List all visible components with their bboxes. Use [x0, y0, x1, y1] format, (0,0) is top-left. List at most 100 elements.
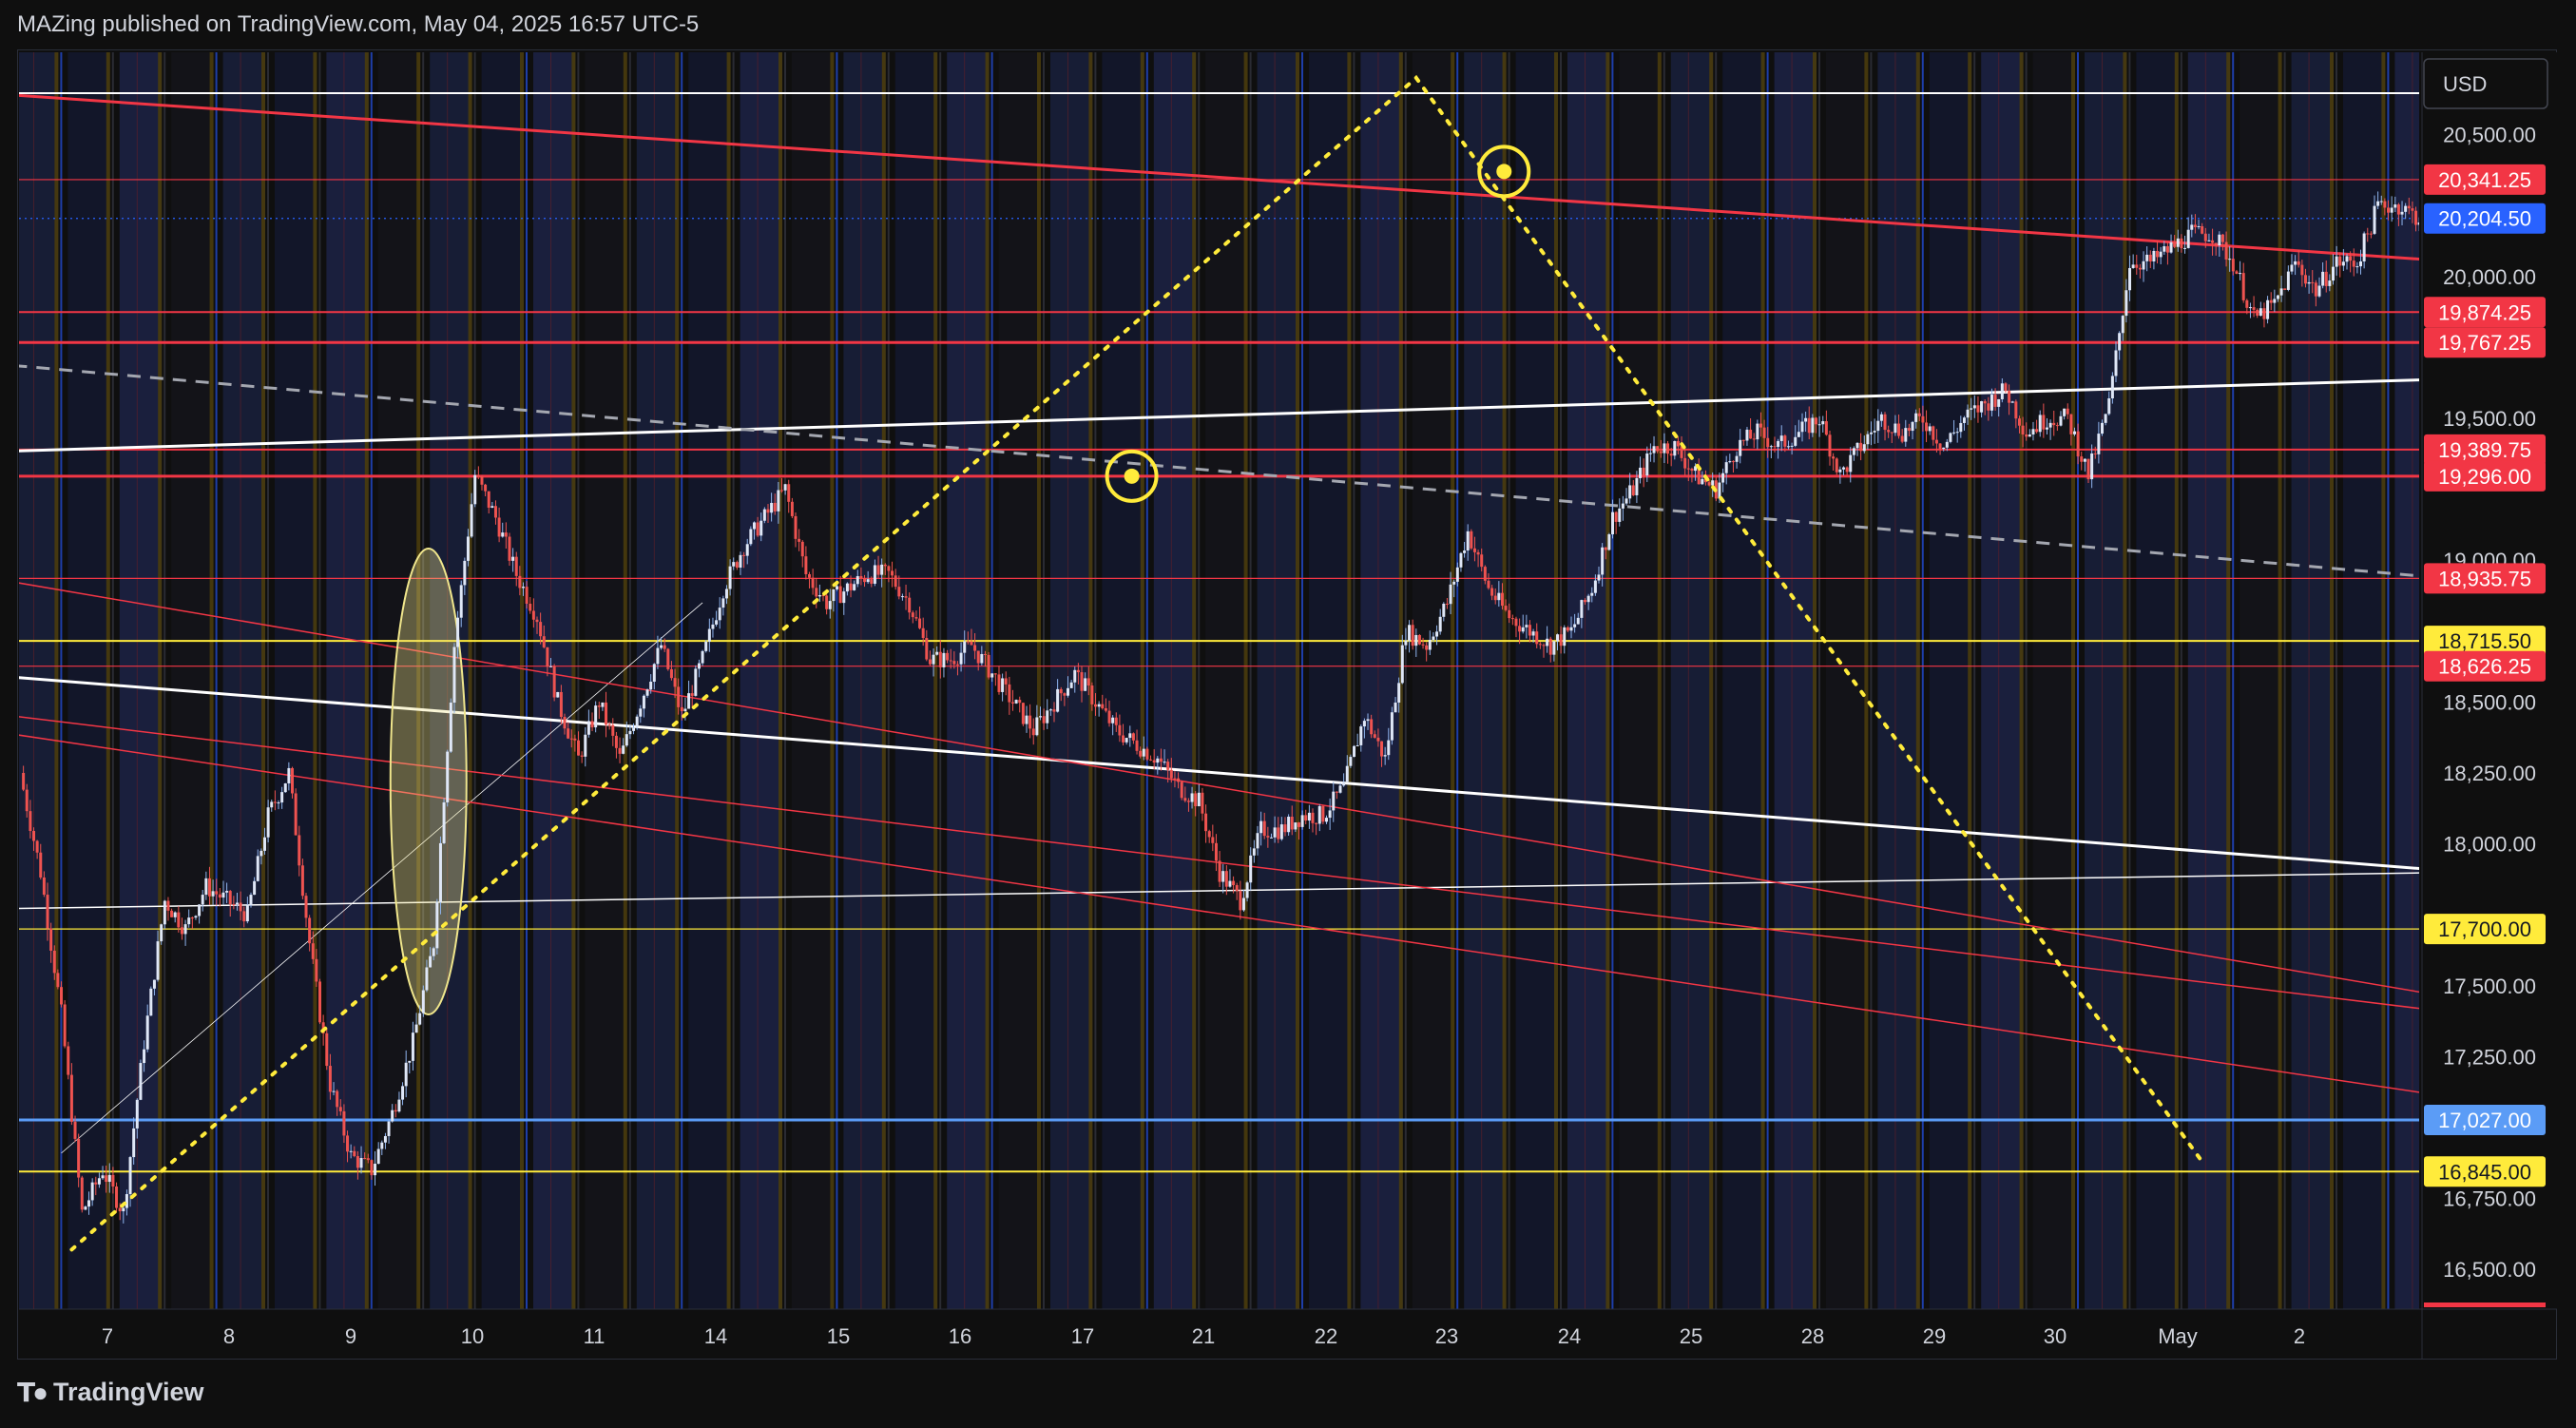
candle-body — [1097, 704, 1101, 707]
candle-body — [1955, 432, 1959, 434]
candle-body — [586, 721, 590, 735]
session-marker-gold — [520, 52, 524, 1309]
candle-body — [652, 664, 656, 683]
candle-body — [1259, 820, 1263, 834]
candle-body — [1408, 625, 1412, 641]
candle-body — [1304, 815, 1308, 821]
candle-body — [1101, 704, 1105, 708]
candle-body — [770, 502, 774, 513]
price-level-tag-bg — [2424, 914, 2546, 945]
session-marker-blue — [577, 52, 580, 1309]
candle-body — [607, 724, 611, 726]
candle-body — [539, 622, 543, 637]
candle-body — [1438, 616, 1442, 632]
candle-body — [1107, 710, 1111, 724]
candle-body — [1076, 669, 1080, 673]
candle-body — [749, 529, 753, 545]
candle-body — [173, 912, 177, 917]
candle-body — [2355, 266, 2359, 268]
candle-body — [987, 654, 990, 678]
session-marker-blue — [2336, 52, 2337, 1309]
candle-body — [470, 504, 473, 537]
candle-body — [567, 728, 570, 739]
candle-body — [1073, 669, 1077, 683]
candle-body — [2048, 422, 2052, 428]
candle-body — [315, 958, 318, 982]
candle-body — [211, 891, 215, 897]
candle-body — [1546, 638, 1549, 646]
trend-line — [19, 93, 2419, 261]
candle-body — [2376, 201, 2380, 206]
candle-body — [2038, 415, 2042, 433]
candle-body — [677, 686, 681, 707]
candle-body — [1983, 401, 1987, 404]
candle-body — [1042, 716, 1046, 724]
candle-body — [1972, 405, 1976, 409]
session-marker-blue — [1145, 52, 1148, 1309]
price-level-tag: 20,341.25 — [2438, 168, 2531, 192]
candle-body — [959, 652, 963, 665]
x-tick-label: 7 — [102, 1324, 113, 1348]
candle-body — [2135, 264, 2139, 268]
session-marker-blue — [1560, 52, 1562, 1309]
candle-body — [2387, 207, 2391, 213]
candle-body — [1590, 592, 1594, 596]
candle-body — [1518, 626, 1522, 632]
candle-body — [1890, 432, 1894, 434]
currency-label: USD — [2443, 72, 2487, 96]
candle-body — [849, 583, 853, 590]
candle-body — [1656, 446, 1660, 452]
candle-body — [249, 895, 253, 905]
candle-body — [1069, 682, 1073, 688]
candle-body — [1487, 580, 1490, 589]
candle-body — [1373, 734, 1376, 738]
candle-body — [2152, 250, 2156, 261]
candle-body — [2035, 429, 2039, 433]
candle-body — [1114, 717, 1118, 725]
session-marker-blue — [2387, 52, 2390, 1309]
candle-body — [1652, 446, 1656, 453]
session-marker-gold — [1760, 52, 1765, 1309]
candle-body — [2097, 434, 2101, 454]
candle-body — [1249, 855, 1253, 883]
candle-body — [1380, 741, 1384, 757]
candle-body — [2396, 204, 2400, 215]
x-tick-label: 9 — [345, 1324, 356, 1348]
candle-body — [1300, 815, 1304, 827]
session-marker-gold — [830, 52, 835, 1309]
candle-body — [1673, 441, 1677, 456]
candle-body — [2262, 308, 2266, 319]
candle-body — [821, 595, 825, 597]
candle-body — [1666, 443, 1670, 454]
candle-body — [1690, 468, 1694, 472]
candle-body — [1724, 462, 1728, 473]
session-marker-blue — [2232, 52, 2235, 1309]
session-marker-blue — [1973, 52, 1976, 1309]
candle-body — [614, 735, 618, 748]
candle-body — [1508, 609, 1511, 619]
candle-body — [2042, 415, 2046, 430]
candle-body — [701, 650, 704, 664]
candle-body — [459, 585, 463, 618]
candle-body — [853, 584, 856, 590]
session-marker-blue — [318, 52, 321, 1309]
candle-body — [1766, 437, 1770, 448]
session-marker-blue — [1301, 52, 1303, 1309]
session-marker-gold — [209, 52, 214, 1309]
candle-body — [2193, 224, 2197, 227]
candle-body — [859, 575, 863, 579]
candle-body — [625, 734, 628, 746]
candle-body — [2118, 333, 2122, 351]
candle-body — [2059, 415, 2063, 426]
candle-body — [194, 916, 198, 918]
tradingview-footer[interactable]: 𝗧● TradingView — [17, 1377, 204, 1408]
candle-body — [429, 955, 433, 968]
candle-body — [1294, 822, 1298, 830]
candle-body — [466, 536, 470, 561]
candle-body — [2407, 205, 2411, 209]
candle-body — [1739, 439, 1742, 456]
candle-body — [1731, 461, 1735, 463]
tradingview-brand: TradingView — [53, 1378, 204, 1406]
candle-body — [1046, 710, 1049, 724]
